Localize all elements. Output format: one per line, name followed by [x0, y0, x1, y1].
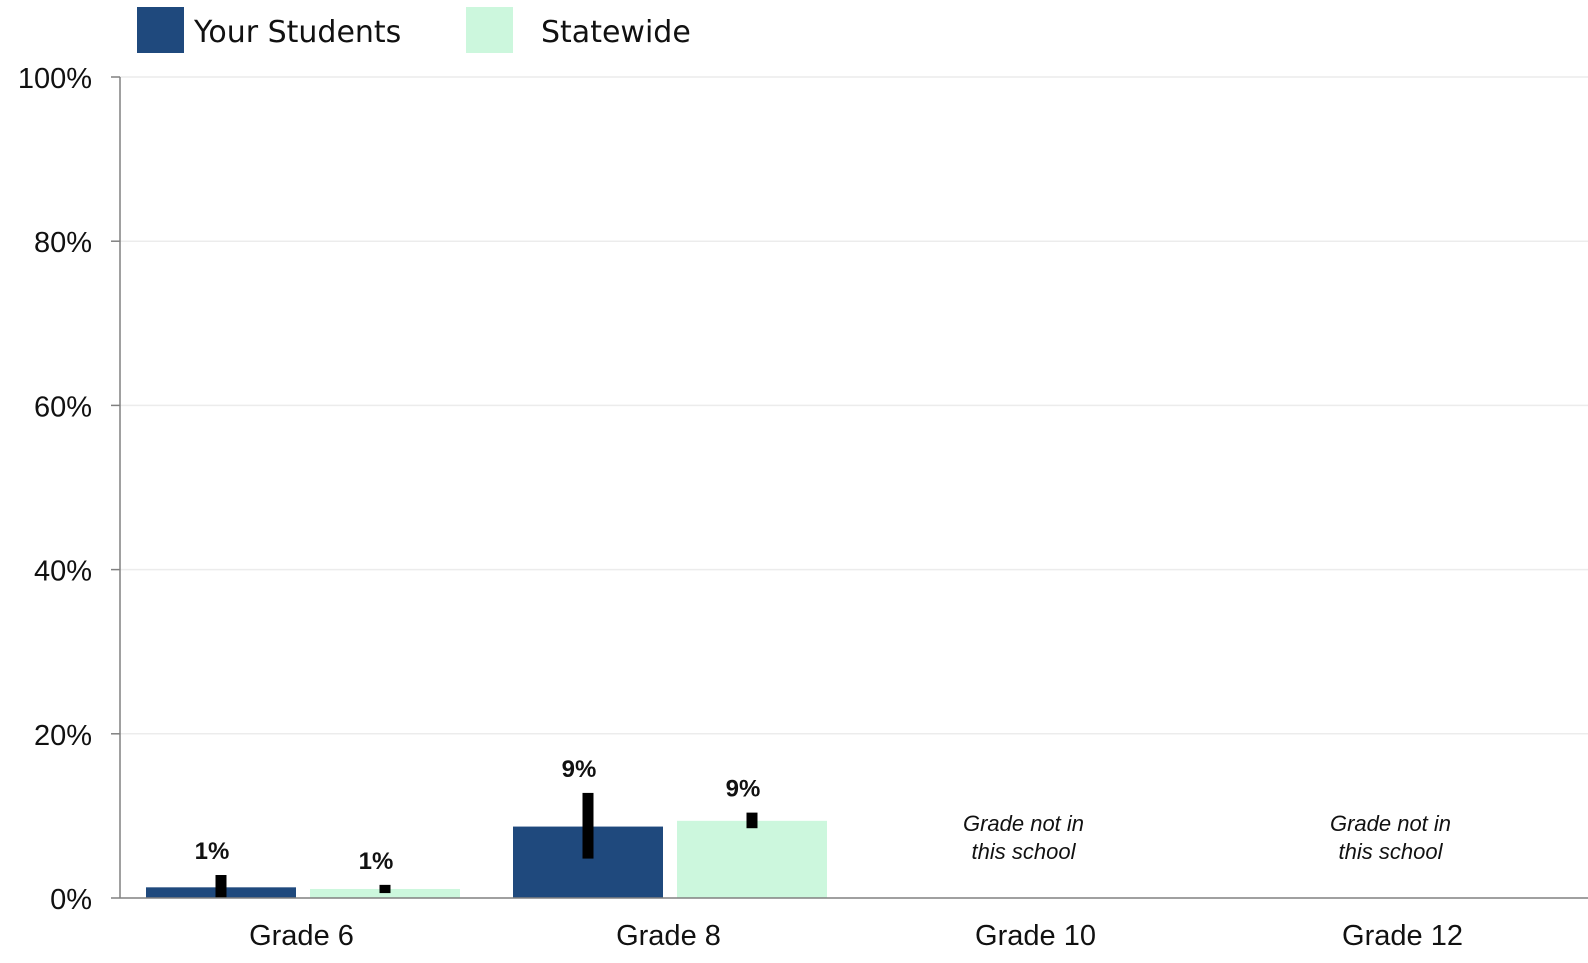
- legend-label-your-students: Your Students: [193, 15, 401, 50]
- y-tick-label: 0%: [50, 884, 92, 916]
- axes: [119, 77, 1588, 899]
- annotation-text: Grade not in: [1330, 811, 1451, 836]
- bars: [146, 820, 827, 898]
- data-label: 9%: [562, 756, 597, 783]
- x-tick-label: Grade 10: [975, 920, 1096, 952]
- x-tick-label: Grade 12: [1342, 920, 1463, 952]
- annotation-text: Grade not in: [963, 811, 1084, 836]
- annotations: Grade not in this school Grade not in this …: [963, 811, 1451, 864]
- y-tick-label: 40%: [34, 556, 92, 588]
- data-label: 1%: [359, 848, 394, 875]
- x-tick-label: Grade 6: [249, 920, 354, 952]
- y-tick-label: 80%: [34, 227, 92, 259]
- error-bar: [746, 812, 758, 829]
- error-bars: [215, 792, 758, 898]
- error-bar: [215, 875, 227, 898]
- annotation-text: this school: [972, 839, 1077, 864]
- data-labels: 1% 1% 9% 9%: [195, 756, 761, 875]
- legend: Your Students Statewide: [137, 7, 691, 53]
- error-bar: [582, 792, 594, 859]
- error-bar: [379, 884, 391, 894]
- x-tick-label: Grade 8: [616, 920, 721, 952]
- bar: [310, 888, 460, 898]
- y-tick-label: 100%: [18, 63, 92, 95]
- data-label: 1%: [195, 838, 230, 865]
- gridlines: [120, 76, 1588, 735]
- bar: [677, 820, 827, 898]
- legend-label-statewide: Statewide: [541, 15, 691, 50]
- annotation-text: this school: [1339, 839, 1444, 864]
- data-label: 9%: [726, 776, 761, 803]
- y-axis-ticks: 0% 20% 40% 60% 80% 100%: [18, 63, 120, 916]
- x-axis-labels: Grade 6 Grade 8 Grade 10 Grade 12: [249, 920, 1463, 952]
- legend-swatch-statewide: [466, 7, 513, 53]
- y-tick-label: 60%: [34, 391, 92, 423]
- y-tick-label: 20%: [34, 720, 92, 752]
- legend-swatch-your-students: [137, 7, 184, 53]
